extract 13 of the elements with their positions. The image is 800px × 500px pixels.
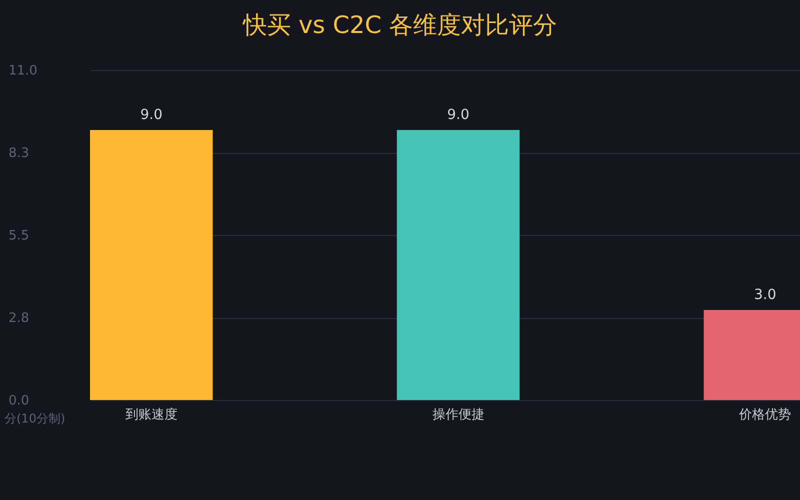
y-tick-label: 2.8: [8, 311, 30, 326]
x-tick-label: 到账速度: [125, 406, 178, 422]
data-label: 3.0: [754, 287, 776, 303]
y-tick-label: 5.5: [8, 228, 30, 244]
y-tick-label: 8.3: [8, 146, 30, 161]
y-axis-title: 分(10分制): [4, 412, 66, 426]
data-label: 9.0: [447, 107, 470, 123]
x-tick-label: 价格优势: [738, 408, 792, 422]
y-tick-label: 0.0: [8, 394, 30, 408]
y-tick-label: 11.0: [8, 64, 38, 78]
x-tick-label: 操作便捷: [432, 408, 484, 422]
chart-title: 快买 vs C2C 各维度对比评分: [242, 11, 558, 39]
data-label: 9.0: [140, 107, 163, 123]
